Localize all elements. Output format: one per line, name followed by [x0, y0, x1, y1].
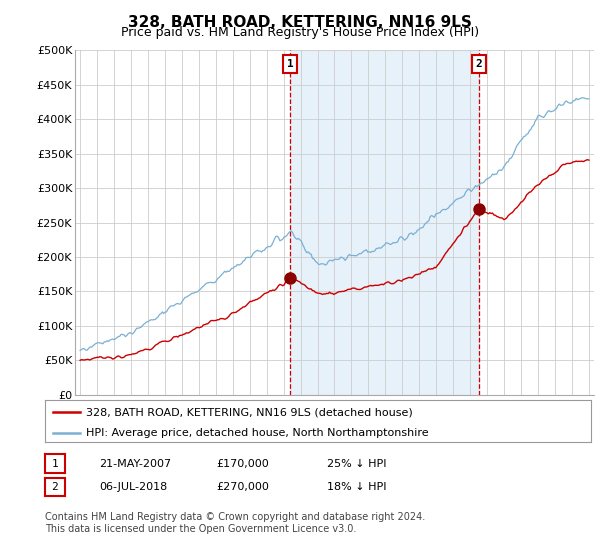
Text: 06-JUL-2018: 06-JUL-2018 — [99, 482, 167, 492]
Text: 21-MAY-2007: 21-MAY-2007 — [99, 459, 171, 469]
Text: £270,000: £270,000 — [216, 482, 269, 492]
Text: 328, BATH ROAD, KETTERING, NN16 9LS: 328, BATH ROAD, KETTERING, NN16 9LS — [128, 15, 472, 30]
Text: 25% ↓ HPI: 25% ↓ HPI — [327, 459, 386, 469]
Text: 1: 1 — [287, 59, 293, 69]
Text: 1: 1 — [52, 459, 58, 469]
Text: £170,000: £170,000 — [216, 459, 269, 469]
Text: 2: 2 — [475, 59, 482, 69]
Bar — [290, 50, 479, 395]
Text: 2: 2 — [52, 482, 58, 492]
Text: Price paid vs. HM Land Registry's House Price Index (HPI): Price paid vs. HM Land Registry's House … — [121, 26, 479, 39]
Text: Contains HM Land Registry data © Crown copyright and database right 2024.
This d: Contains HM Land Registry data © Crown c… — [45, 512, 425, 534]
Text: HPI: Average price, detached house, North Northamptonshire: HPI: Average price, detached house, Nort… — [86, 428, 428, 438]
Text: 18% ↓ HPI: 18% ↓ HPI — [327, 482, 386, 492]
Text: 328, BATH ROAD, KETTERING, NN16 9LS (detached house): 328, BATH ROAD, KETTERING, NN16 9LS (det… — [86, 407, 413, 417]
